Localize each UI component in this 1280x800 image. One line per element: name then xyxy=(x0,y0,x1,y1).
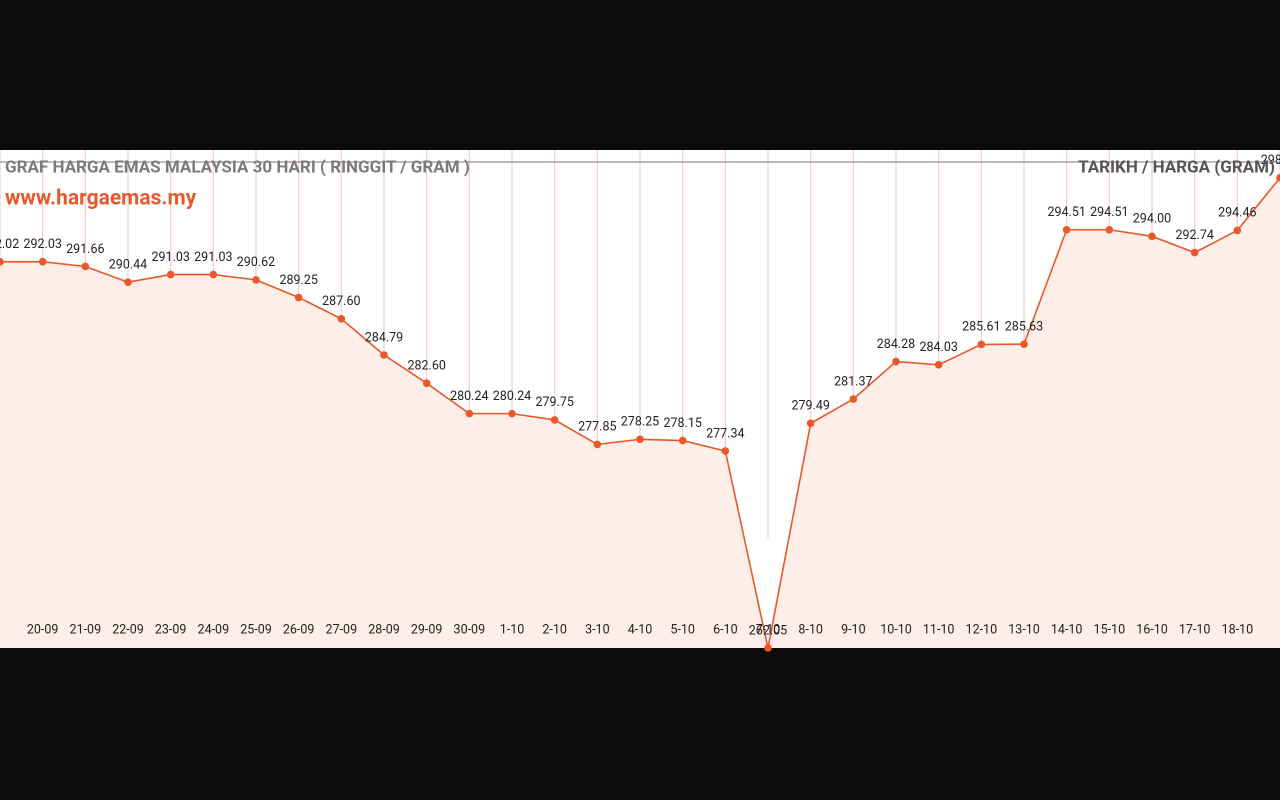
point xyxy=(508,409,516,418)
point xyxy=(550,416,559,424)
point xyxy=(1233,226,1242,235)
value-label: 278.15 xyxy=(663,416,701,431)
x-tick-label: 1-10 xyxy=(500,622,525,637)
value-label: 285.63 xyxy=(1005,319,1043,334)
point xyxy=(849,395,858,403)
value-label: 291.66 xyxy=(66,242,104,257)
value-label: 290.62 xyxy=(237,255,275,270)
value-label: 289.25 xyxy=(279,273,317,288)
point xyxy=(1020,340,1028,348)
x-tick-label: 27-09 xyxy=(326,622,358,637)
x-tick-label: 28-09 xyxy=(368,622,400,637)
value-label: 294.51 xyxy=(1047,205,1085,220)
point xyxy=(81,262,90,271)
x-tick-label: 8-10 xyxy=(798,622,823,637)
x-tick-label: 25-09 xyxy=(240,622,272,637)
x-tick-label: 7-10 xyxy=(756,622,781,637)
x-tick-label: 15-10 xyxy=(1094,622,1126,637)
value-label: 277.85 xyxy=(578,420,616,435)
value-label: 279.49 xyxy=(791,399,829,414)
point xyxy=(252,276,260,284)
website: www.hargaemas.my xyxy=(5,187,197,211)
value-label: 292.74 xyxy=(1175,228,1213,243)
point xyxy=(977,340,986,349)
x-tick-label: 21-09 xyxy=(70,622,102,637)
point xyxy=(721,447,730,455)
point xyxy=(337,314,346,323)
x-tick-label: 26-09 xyxy=(283,622,315,637)
value-label: 282.60 xyxy=(407,359,445,374)
x-tick-label: 10-10 xyxy=(880,622,912,637)
value-label: 291.03 xyxy=(151,250,189,265)
point xyxy=(0,258,4,266)
x-tick-label: 30-09 xyxy=(454,622,486,637)
x-tick-label: 4-10 xyxy=(628,622,653,637)
point xyxy=(124,278,132,286)
value-label: 280.24 xyxy=(493,389,531,404)
x-tick-label: 24-09 xyxy=(198,622,230,637)
x-tick-label: 17-10 xyxy=(1179,622,1211,637)
x-tick-label: 23-09 xyxy=(155,622,187,637)
value-label: 292.02 xyxy=(0,237,19,252)
plot: 292.02 292.03 20-09 291.66 21-09 290.44 22-09 2… xyxy=(0,153,1280,652)
point xyxy=(1148,232,1156,241)
value-label: 278.25 xyxy=(621,415,659,430)
point xyxy=(1190,248,1199,257)
point xyxy=(380,351,388,359)
x-tick-label: 18-10 xyxy=(1222,622,1254,637)
point xyxy=(593,440,602,449)
x-tick-label: 11-10 xyxy=(923,622,955,637)
value-label: 294.46 xyxy=(1218,206,1256,221)
x-tick-label: 6-10 xyxy=(713,622,738,637)
point xyxy=(38,257,47,266)
point xyxy=(1276,174,1280,182)
value-label: 279.75 xyxy=(535,395,573,410)
point xyxy=(934,360,943,369)
point xyxy=(422,379,431,388)
value-label: 284.28 xyxy=(877,337,915,352)
axis-label: TARIKH / HARGA (GRAM) xyxy=(1078,157,1275,177)
x-tick-label: 2-10 xyxy=(542,622,567,637)
point xyxy=(678,436,687,445)
value-label: 294.51 xyxy=(1090,205,1128,220)
x-tick-label: 13-10 xyxy=(1008,622,1040,637)
x-tick-label: 22-09 xyxy=(112,622,144,637)
value-label: 277.34 xyxy=(706,426,744,441)
point xyxy=(1105,225,1114,234)
value-label: 298.54 xyxy=(1261,153,1280,168)
area xyxy=(0,177,1280,649)
point xyxy=(892,357,900,366)
point xyxy=(209,270,218,279)
chart-title: GRAF HARGA EMAS MALAYSIA 30 HARI ( RINGG… xyxy=(5,157,470,177)
value-label: 292.03 xyxy=(23,237,61,252)
value-label: 284.03 xyxy=(919,340,957,355)
point xyxy=(1062,225,1071,234)
x-tick-label: 16-10 xyxy=(1136,622,1168,637)
point xyxy=(764,644,772,652)
point xyxy=(166,270,175,279)
point xyxy=(636,435,644,444)
value-label: 287.60 xyxy=(322,294,360,309)
value-label: 294.00 xyxy=(1133,212,1171,227)
point xyxy=(806,419,815,428)
x-tick-label: 5-10 xyxy=(670,622,695,637)
value-label: 291.03 xyxy=(194,250,232,265)
x-tick-label: 14-10 xyxy=(1051,622,1083,637)
value-label: 281.37 xyxy=(834,374,872,389)
x-tick-label: 12-10 xyxy=(966,622,998,637)
x-tick-label: 20-09 xyxy=(27,622,59,637)
value-label: 280.24 xyxy=(450,389,488,404)
x-tick-label: 29-09 xyxy=(411,622,443,637)
value-label: 262.05 xyxy=(749,623,787,638)
value-label: 285.61 xyxy=(962,320,1000,335)
x-tick-label: 9-10 xyxy=(841,622,866,637)
point xyxy=(294,293,303,302)
point xyxy=(465,409,474,418)
value-label: 284.79 xyxy=(365,330,403,345)
value-label: 290.44 xyxy=(109,257,147,272)
x-tick-label: 3-10 xyxy=(585,622,610,637)
